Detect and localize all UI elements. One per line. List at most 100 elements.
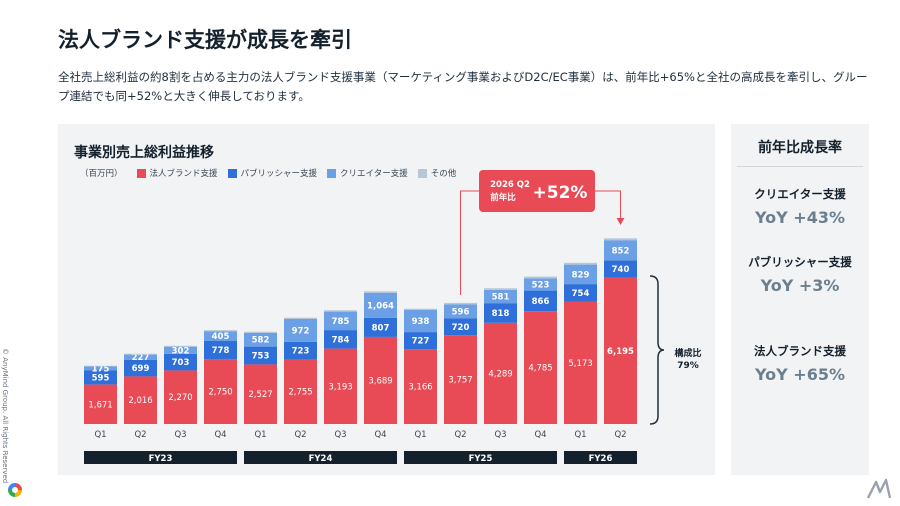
bar-segment (84, 384, 117, 424)
bar-segment (204, 330, 237, 332)
data-label: 3,757 (448, 376, 472, 386)
data-label: 720 (452, 323, 470, 333)
fiscal-year-bar (84, 451, 237, 464)
callout-arrowhead (616, 218, 625, 225)
data-label: 523 (532, 281, 550, 291)
legend-label: クリエイター支援 (340, 169, 408, 179)
data-label: 4,289 (488, 369, 512, 379)
x-tick-label: Q2 (614, 430, 626, 440)
composition-label: 構成比 (674, 347, 701, 359)
fiscal-year-label: FY26 (589, 454, 613, 464)
data-label: 302 (172, 346, 190, 356)
callout-connector (595, 190, 621, 221)
bar-segment (364, 336, 397, 424)
bar-segment (604, 240, 637, 261)
data-label: 703 (172, 358, 190, 368)
data-label: 3,689 (368, 377, 392, 387)
data-label: 784 (332, 335, 350, 345)
data-label: 596 (452, 307, 470, 317)
x-tick-label: Q4 (534, 430, 546, 440)
data-label: 852 (612, 246, 630, 256)
x-tick-label: Q3 (334, 430, 346, 440)
bar-segment (524, 290, 557, 311)
data-label: 227 (132, 353, 150, 363)
data-label: 2,750 (208, 388, 232, 398)
data-label: 6,195 (607, 347, 634, 357)
data-label: 2,755 (288, 388, 312, 398)
yoy-callout-box (479, 170, 595, 212)
bar-segment (324, 311, 357, 331)
bar-segment (84, 366, 117, 371)
fiscal-year-label: FY24 (309, 454, 333, 464)
bar-segment (284, 341, 317, 359)
bar-segment (124, 359, 157, 377)
data-label: 175 (92, 365, 110, 375)
chart-unit-label: （百万円） (80, 169, 123, 179)
data-label: 4,785 (528, 364, 552, 374)
legend-item-publisher: パブリッシャー支援 (227, 167, 318, 179)
bar-segment (524, 276, 557, 279)
bar-segment (364, 291, 397, 293)
bar-segment (404, 310, 437, 333)
composition-bracket (649, 275, 665, 425)
data-label: 3,166 (408, 383, 432, 393)
bar-segment (604, 277, 637, 424)
data-label: 2,270 (168, 393, 192, 403)
callout-value: +52% (533, 183, 588, 203)
bar-segment (444, 302, 477, 305)
legend-label: その他 (430, 169, 457, 179)
x-tick-label: Q2 (294, 430, 306, 440)
data-label: 2,016 (128, 396, 152, 406)
page-description: 全社売上総利益の約8割を占める主力の法人ブランド支援事業（マーケティング事業およ… (58, 70, 868, 103)
fiscal-year-bar (404, 451, 557, 464)
data-label: 699 (132, 364, 150, 374)
bar-segment (564, 264, 597, 285)
data-label: 866 (532, 297, 550, 307)
growth-panel-divider (737, 166, 863, 167)
data-label: 595 (92, 374, 110, 384)
fiscal-year-label: FY25 (469, 454, 493, 464)
bar-segment (204, 340, 237, 360)
growth-label-publisher: パブリッシャー支援 (748, 255, 852, 269)
bar-segment (204, 331, 237, 341)
company-logo-icon (8, 483, 22, 497)
chart-legend: （百万円） 法人ブランド支援 パブリッシャー支援 クリエイター支援 その他 (80, 167, 456, 179)
bar-segment (484, 322, 517, 424)
bar-segment (404, 349, 437, 424)
growth-label-creator: クリエイター支援 (754, 187, 846, 201)
bar-segment (244, 346, 277, 365)
legend-label: パブリッシャー支援 (240, 169, 318, 179)
legend-swatch (327, 168, 337, 178)
data-label: 972 (292, 326, 310, 336)
x-tick-label: Q4 (374, 430, 386, 440)
data-label: 582 (252, 336, 270, 346)
bar-segment (124, 353, 157, 355)
bar-segment (84, 365, 117, 367)
bar-segment (564, 262, 597, 265)
x-tick-label: Q1 (94, 430, 106, 440)
bar-segment (484, 288, 517, 290)
bar-segment (164, 345, 197, 347)
bar-segment (244, 364, 277, 424)
x-tick-label: Q3 (174, 430, 186, 440)
growth-value-creator: YoY +43% (755, 208, 845, 227)
x-tick-label: Q1 (574, 430, 586, 440)
watermark-logo-icon (866, 478, 892, 499)
bar-segment (484, 289, 517, 304)
chart-title: 事業別売上総利益推移 (74, 145, 214, 161)
bar-segment (364, 317, 397, 337)
data-label: 754 (572, 289, 590, 299)
data-label: 829 (572, 270, 590, 280)
bar-segment (524, 278, 557, 291)
bar-segment (244, 331, 277, 333)
x-tick-label: Q1 (254, 430, 266, 440)
callout-period: 2026 Q2 (490, 180, 530, 190)
legend-swatch (227, 168, 237, 178)
bar-segment (164, 346, 197, 354)
x-tick-label: Q1 (414, 430, 426, 440)
growth-value-publisher: YoY +3% (760, 276, 840, 295)
bar-segment (244, 332, 277, 347)
bar-segment (124, 376, 157, 424)
callout-caption: 前年比 (490, 192, 516, 203)
